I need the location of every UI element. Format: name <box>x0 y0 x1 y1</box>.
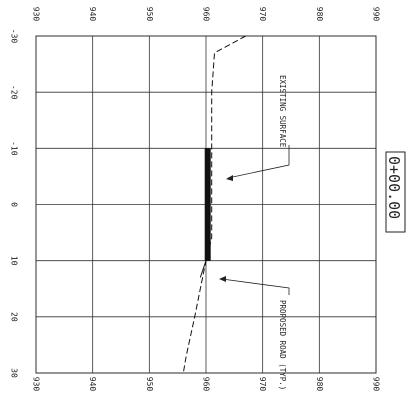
proposed-road-label: PROPOSED ROAD (TYP.) <box>278 300 287 390</box>
offset-tick--30: -30 <box>10 29 19 44</box>
elev-tick-top-980: 980 <box>315 7 324 22</box>
elev-tick-bottom-930: 930 <box>32 377 41 392</box>
proposed-road-arrowhead <box>219 276 226 282</box>
station-label: 0+00.00 <box>385 156 403 219</box>
elev-tick-bottom-980: 980 <box>315 377 324 392</box>
existing-surface-label: EXISTING SURFACE <box>278 75 287 148</box>
offset-tick--20: -20 <box>10 85 19 100</box>
station-box: 0+00.00 <box>385 151 406 233</box>
elev-tick-top-970: 970 <box>258 7 267 22</box>
elev-tick-top-990: 990 <box>372 7 381 22</box>
elev-tick-bottom-950: 950 <box>145 377 154 392</box>
elev-tick-top-940: 940 <box>88 7 97 22</box>
existing-surface-callout: EXISTING SURFACE <box>226 75 290 181</box>
tick-labels: 930 930 940 940 950 950 960 960 970 970 980 980 990 9… <box>10 7 381 392</box>
series-layer <box>182 35 246 374</box>
elev-tick-top-950: 950 <box>145 7 154 22</box>
elev-tick-bottom-970: 970 <box>258 377 267 392</box>
offset-tick-0: 0 <box>10 202 19 207</box>
elev-tick-top-960: 960 <box>202 7 211 22</box>
existing-surface-arrowhead <box>226 175 233 181</box>
proposed-road-leader <box>221 278 290 295</box>
existing-surface-leader <box>227 145 290 179</box>
series-side-slope-right <box>199 260 207 278</box>
series-existing-surface <box>182 35 246 374</box>
offset-tick-20: 20 <box>10 312 19 322</box>
offset-tick-10: 10 <box>10 256 19 266</box>
offset-tick-30: 30 <box>10 368 19 378</box>
elev-tick-top-930: 930 <box>32 7 41 22</box>
elev-tick-bottom-990: 990 <box>372 377 381 392</box>
elev-tick-bottom-940: 940 <box>88 377 97 392</box>
proposed-road-callout: PROPOSED ROAD (TYP.) <box>219 276 290 390</box>
elev-tick-bottom-960: 960 <box>202 377 211 392</box>
station-box-frame <box>385 151 406 233</box>
offset-tick--10: -10 <box>10 141 19 156</box>
